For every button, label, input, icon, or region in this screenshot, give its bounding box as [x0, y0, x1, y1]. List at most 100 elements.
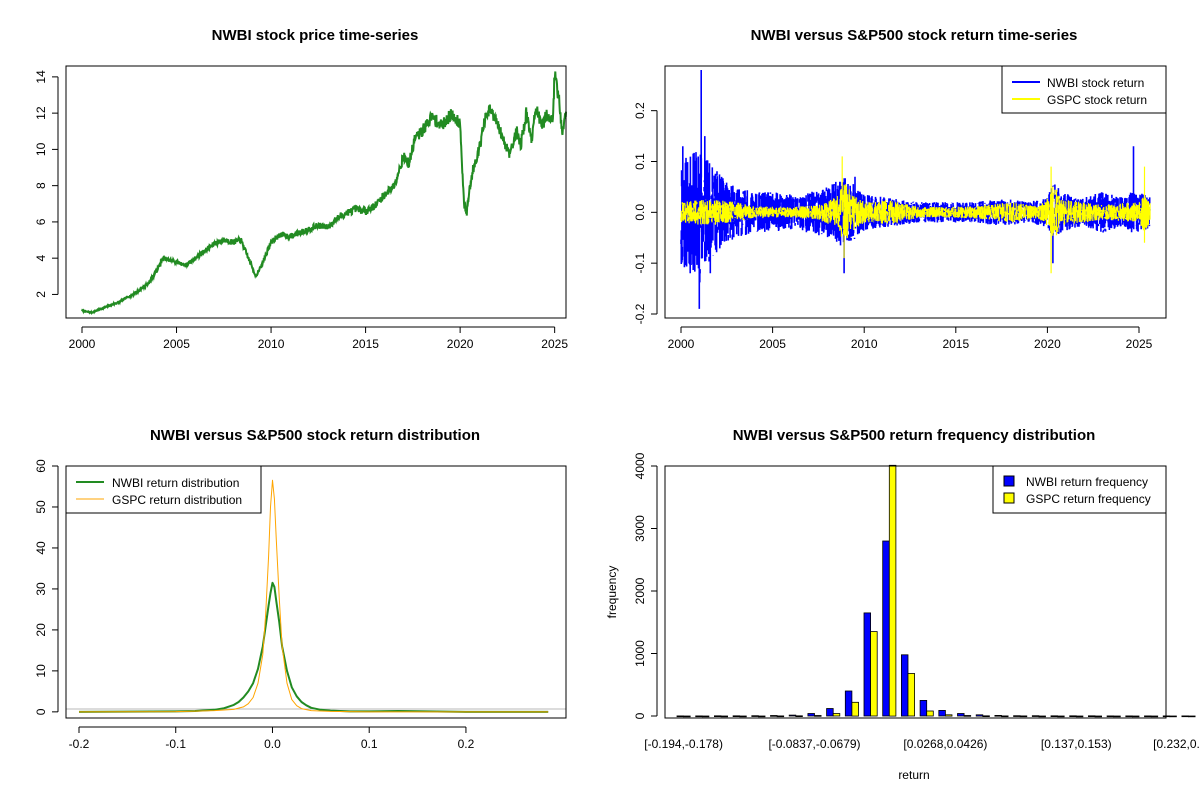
y-tick-label: 20 — [34, 623, 48, 637]
x-tick-label: 2000 — [668, 337, 695, 351]
bar-nwbi — [919, 700, 928, 717]
y-tick-label: 60 — [34, 459, 48, 473]
series-layer — [81, 71, 567, 316]
legend-label-nwbi: NWBI return frequency — [1026, 475, 1148, 489]
bar-nwbi — [863, 612, 871, 717]
legend-label-gspc: GSPC return distribution — [112, 493, 242, 507]
bar-nwbi — [1013, 715, 1021, 717]
x-axis: -0.2 -0.1 0.0 0.1 0.2 — [69, 726, 475, 751]
legend-swatch-gspc — [1003, 492, 1015, 504]
panel-return-timeseries: NWBI versus S&P500 stock return time-ser… — [633, 27, 1167, 351]
x-tick-label: 2020 — [447, 337, 474, 351]
x-tick-label: [0.137,0.153) — [1041, 737, 1112, 751]
x-axis: 2000 2005 2010 2015 2020 2025 — [69, 326, 568, 351]
y-tick-label: 10 — [34, 142, 48, 156]
plot-frame — [65, 465, 567, 719]
bar-gspc — [926, 710, 934, 717]
bar-gspc — [1057, 715, 1065, 718]
legend-label-nwbi: NWBI return distribution — [112, 476, 239, 490]
panel-price-timeseries: NWBI stock price time-series 2000 2005 201… — [34, 27, 568, 351]
legend-box — [1001, 65, 1167, 114]
x-axis: [-0.194,-0.178) [-0.0837,-0.0679) [0.0268,… — [644, 737, 1200, 751]
y-tick-label: -0.2 — [633, 303, 647, 324]
gspc-density-line — [78, 479, 549, 713]
bar-gspc — [1094, 715, 1102, 718]
x-axis: 2000 2005 2010 2015 2020 2025 — [668, 326, 1153, 351]
x-tick-label: 2020 — [1034, 337, 1061, 351]
bar-gspc — [758, 715, 766, 718]
y-tick-label: 6 — [34, 218, 48, 225]
y-axis: 0 10 20 30 40 50 60 — [34, 459, 59, 715]
legend-label-gspc: GSPC return frequency — [1026, 492, 1151, 506]
y-tick-label: 14 — [34, 70, 48, 84]
bar-gspc — [1169, 715, 1177, 718]
y-axis-label: frequency — [605, 566, 619, 619]
y-axis: 0 1000 2000 3000 4000 — [633, 452, 658, 719]
chart-title: NWBI versus S&P500 stock return distribu… — [150, 427, 480, 444]
x-tick-label: 2015 — [352, 337, 379, 351]
nwbi-density-line — [78, 581, 549, 713]
bar-gspc — [945, 714, 953, 717]
price-line — [81, 71, 567, 316]
bar-nwbi — [882, 540, 890, 717]
x-tick-label: 2015 — [942, 337, 969, 351]
bar-gspc — [1188, 715, 1196, 718]
x-tick-label: 2025 — [541, 337, 568, 351]
legend: NWBI return frequency GSPC return freque… — [992, 465, 1167, 514]
bar-gspc — [795, 715, 803, 717]
x-tick-label: 2000 — [69, 337, 96, 351]
bar-nwbi — [1088, 715, 1096, 717]
bar-gspc — [1075, 715, 1084, 718]
panel-frequency-histogram: NWBI versus S&P500 return frequency dist… — [605, 427, 1200, 782]
x-tick-label: 0.0 — [264, 737, 281, 751]
x-tick-label: 0.2 — [458, 737, 475, 751]
legend: NWBI stock return GSPC stock return — [1001, 65, 1167, 114]
y-tick-label: 2 — [34, 291, 48, 298]
legend-label-gspc: GSPC stock return — [1047, 93, 1147, 107]
bar-nwbi — [695, 715, 703, 718]
bar-gspc — [832, 713, 841, 717]
legend-label-nwbi: NWBI stock return — [1047, 76, 1144, 90]
bar-gspc — [1038, 715, 1046, 718]
bar-gspc — [701, 715, 710, 718]
x-tick-label: [-0.194,-0.178) — [644, 737, 723, 751]
bar-nwbi — [751, 715, 759, 717]
y-tick-label: 4 — [34, 255, 48, 262]
legend-box — [65, 465, 262, 514]
bar-gspc — [739, 715, 747, 718]
y-tick-label: 3000 — [633, 515, 647, 542]
x-tick-label: [-0.0837,-0.0679) — [768, 737, 860, 751]
legend-box — [992, 465, 1167, 514]
y-tick-label: 2000 — [633, 577, 647, 604]
y-axis: 2 4 6 8 10 12 14 — [34, 70, 59, 298]
panel-return-distribution: NWBI versus S&P500 stock return distribu… — [34, 427, 567, 751]
bar-nwbi — [826, 708, 834, 717]
legend: NWBI return distribution GSPC return dis… — [65, 465, 262, 514]
bar-nwbi — [938, 710, 946, 717]
bar-gspc — [963, 715, 972, 717]
bar-gspc — [1150, 715, 1159, 718]
y-tick-label: 0.1 — [633, 153, 647, 170]
series-layer — [78, 479, 549, 713]
y-tick-label: 30 — [34, 582, 48, 596]
bar-nwbi — [807, 713, 815, 717]
y-tick-label: 40 — [34, 541, 48, 555]
bar-gspc — [851, 701, 859, 717]
x-tick-label: [0.232,0.248) — [1153, 737, 1200, 751]
bar-gspc — [776, 715, 785, 718]
y-axis: -0.2 -0.1 0.0 0.1 0.2 — [633, 102, 658, 324]
bar-gspc — [888, 464, 897, 717]
bar-gspc — [683, 715, 691, 718]
bar-nwbi — [1181, 715, 1189, 718]
x-tick-label: -0.1 — [165, 737, 186, 751]
x-axis-label: return — [898, 768, 929, 782]
bar-nwbi — [844, 690, 853, 717]
y-tick-label: -0.1 — [633, 253, 647, 274]
x-tick-label: 2005 — [163, 337, 190, 351]
x-tick-label: 2025 — [1126, 337, 1153, 351]
plot-frame — [664, 65, 1167, 319]
bar-gspc — [1132, 715, 1140, 718]
bar-nwbi — [1050, 715, 1058, 717]
bar-gspc — [907, 673, 915, 717]
